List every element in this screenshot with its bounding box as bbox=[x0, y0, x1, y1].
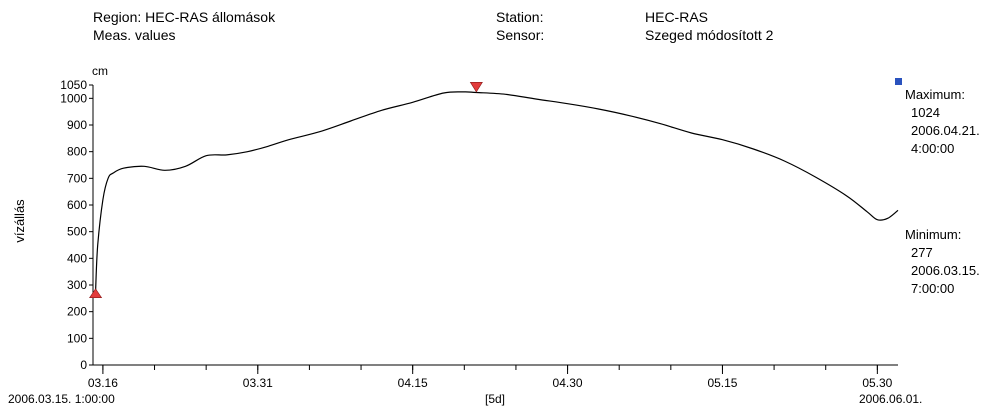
footer-interval: [5d] bbox=[485, 392, 506, 406]
y-unit-label: cm bbox=[92, 64, 108, 78]
x-tick-label: 04.15 bbox=[398, 376, 428, 390]
x-tick-label: 03.16 bbox=[88, 376, 118, 390]
y-tick-label: 900 bbox=[67, 118, 87, 132]
y-tick-label: 1000 bbox=[60, 91, 87, 105]
y-tick-label: 400 bbox=[67, 251, 87, 265]
legend-square-icon bbox=[895, 78, 902, 85]
sensor-label: Sensor: bbox=[496, 27, 545, 43]
y-tick-label: 700 bbox=[67, 171, 87, 185]
sensor-value: Szeged módosított 2 bbox=[645, 27, 774, 43]
max-date: 2006.04.21. bbox=[911, 123, 980, 138]
x-tick-label: 04.30 bbox=[553, 376, 583, 390]
y-tick-label: 100 bbox=[67, 331, 87, 345]
values-label: Meas. values bbox=[93, 27, 176, 43]
station-value: HEC-RAS bbox=[645, 9, 709, 25]
max-label: Maximum: bbox=[905, 87, 965, 102]
min-label: Minimum: bbox=[905, 227, 962, 242]
y-tick-label: 800 bbox=[67, 145, 87, 159]
minimum-marker-icon bbox=[89, 288, 103, 299]
x-tick-label: 05.15 bbox=[707, 376, 737, 390]
max-time: 4:00:00 bbox=[911, 141, 955, 156]
footer-start-date: 2006.03.15. 1:00:00 bbox=[8, 392, 115, 406]
region-label: Region: HEC-RAS állomások bbox=[93, 9, 276, 25]
y-tick-label: 600 bbox=[67, 198, 87, 212]
max-value: 1024 bbox=[911, 105, 940, 120]
station-label: Station: bbox=[496, 9, 544, 25]
min-date: 2006.03.15. bbox=[911, 263, 980, 278]
y-tick-label: 200 bbox=[67, 305, 87, 319]
y-tick-label: 0 bbox=[80, 358, 87, 372]
y-axis-title: vízállás bbox=[12, 199, 27, 243]
x-tick-label: 03.31 bbox=[243, 376, 273, 390]
min-value: 277 bbox=[911, 245, 933, 260]
footer-end-date: 2006.06.01. bbox=[859, 392, 923, 406]
y-tick-label: 1050 bbox=[60, 78, 87, 92]
y-tick-label: 500 bbox=[67, 225, 87, 239]
min-time: 7:00:00 bbox=[911, 281, 955, 296]
series-line bbox=[95, 91, 899, 292]
x-tick-label: 05.30 bbox=[862, 376, 892, 390]
maximum-marker-icon bbox=[469, 82, 483, 93]
y-tick-label: 300 bbox=[67, 278, 87, 292]
